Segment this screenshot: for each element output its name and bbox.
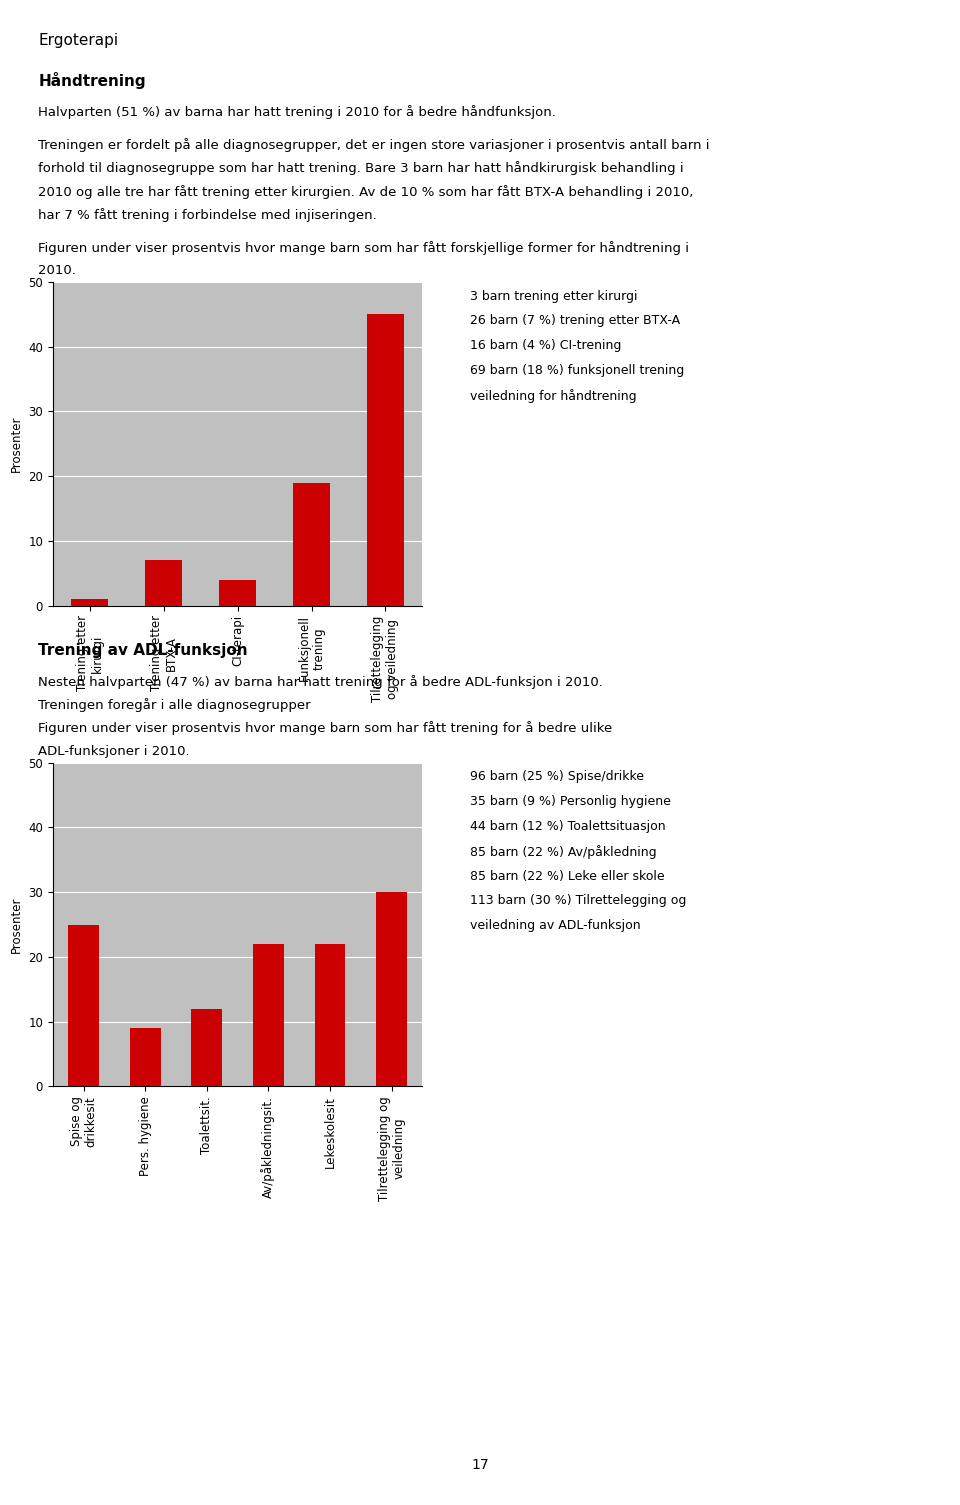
Text: Figuren under viser prosentvis hvor mange barn som har fått trening for å bedre : Figuren under viser prosentvis hvor mang… [38, 721, 612, 736]
Text: 17: 17 [471, 1458, 489, 1472]
Bar [191, 1008, 222, 1087]
Text: Håndtrening: Håndtrening [38, 72, 146, 89]
Bar [376, 892, 407, 1087]
Bar [219, 579, 256, 605]
Text: 3 barn trening etter kirurgi: 3 barn trening etter kirurgi [470, 289, 637, 303]
Bar [315, 944, 346, 1087]
Bar [145, 560, 182, 605]
Bar [71, 599, 108, 605]
Text: Trening av ADL-funksjon: Trening av ADL-funksjon [38, 643, 248, 658]
Text: 16 barn (4 %) CI-trening: 16 barn (4 %) CI-trening [470, 339, 622, 352]
Y-axis label: Prosenter: Prosenter [10, 415, 23, 473]
Text: 2010.: 2010. [38, 263, 76, 277]
Text: 69 barn (18 %) funksjonell trening: 69 barn (18 %) funksjonell trening [470, 364, 684, 378]
Bar [253, 944, 284, 1087]
Text: forhold til diagnosegruppe som har hatt trening. Bare 3 barn har hatt håndkirurg: forhold til diagnosegruppe som har hatt … [38, 161, 684, 175]
Text: Halvparten (51 %) av barna har hatt trening i 2010 for å bedre håndfunksjon.: Halvparten (51 %) av barna har hatt tren… [38, 105, 556, 119]
Text: 2010 og alle tre har fått trening etter kirurgien. Av de 10 % som har fått BTX-A: 2010 og alle tre har fått trening etter … [38, 185, 694, 199]
Text: Nesten halvparten (47 %) av barna har hatt trening for å bedre ADL-funksjon i 20: Nesten halvparten (47 %) av barna har ha… [38, 674, 603, 689]
Text: Treningen foregår i alle diagnosegrupper: Treningen foregår i alle diagnosegrupper [38, 698, 311, 712]
Text: 113 barn (30 %) Tilrettelegging og: 113 barn (30 %) Tilrettelegging og [470, 894, 686, 908]
Bar [68, 924, 99, 1087]
Bar [367, 315, 404, 605]
Text: veiledning av ADL-funksjon: veiledning av ADL-funksjon [470, 920, 641, 932]
Bar [293, 483, 330, 605]
Text: 26 barn (7 %) trening etter BTX-A: 26 barn (7 %) trening etter BTX-A [470, 315, 681, 328]
Text: har 7 % fått trening i forbindelse med injiseringen.: har 7 % fått trening i forbindelse med i… [38, 208, 377, 221]
Text: Figuren under viser prosentvis hvor mange barn som har fått forskjellige former : Figuren under viser prosentvis hvor mang… [38, 241, 689, 254]
Text: ADL-funksjoner i 2010.: ADL-funksjoner i 2010. [38, 745, 190, 757]
Text: veiledning for håndtrening: veiledning for håndtrening [470, 388, 637, 403]
Text: 96 barn (25 %) Spise/drikke: 96 barn (25 %) Spise/drikke [470, 771, 644, 783]
Text: 85 barn (22 %) Av/påkledning: 85 barn (22 %) Av/påkledning [470, 844, 657, 859]
Bar [130, 1028, 160, 1087]
Text: Treningen er fordelt på alle diagnosegrupper, det er ingen store variasjoner i p: Treningen er fordelt på alle diagnosegru… [38, 138, 709, 152]
Text: Ergoterapi: Ergoterapi [38, 33, 118, 48]
Text: 85 barn (22 %) Leke eller skole: 85 barn (22 %) Leke eller skole [470, 870, 665, 882]
Y-axis label: Prosenter: Prosenter [10, 897, 23, 953]
Text: 35 barn (9 %) Personlig hygiene: 35 barn (9 %) Personlig hygiene [470, 795, 671, 808]
Text: 44 barn (12 %) Toalettsituasjon: 44 barn (12 %) Toalettsituasjon [470, 820, 666, 832]
